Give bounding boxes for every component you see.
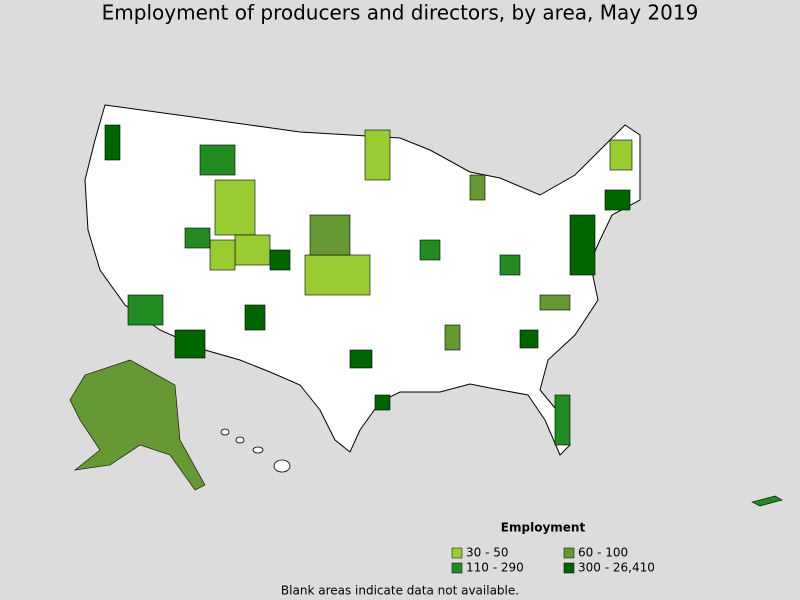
area-shape xyxy=(309,214,351,256)
legend-label: 110 - 290 xyxy=(466,561,524,575)
legend-swatch xyxy=(563,562,575,574)
area-shape xyxy=(444,324,461,351)
area-shape xyxy=(364,129,391,181)
area-shape xyxy=(244,304,266,331)
map-title: Employment of producers and directors, b… xyxy=(102,1,699,25)
area-shape xyxy=(199,144,236,176)
legend-swatch xyxy=(563,547,575,559)
area-shape xyxy=(499,254,521,276)
legend-label: 300 - 26,410 xyxy=(578,561,655,575)
legend-label: 30 - 50 xyxy=(466,546,509,560)
area-shape xyxy=(604,189,631,211)
area-shape xyxy=(419,239,441,261)
puerto-rico xyxy=(751,495,783,507)
area-shapes xyxy=(104,124,633,446)
hawaii xyxy=(220,428,291,473)
area-shape xyxy=(304,254,371,296)
area-shape xyxy=(519,329,539,349)
area-shape xyxy=(174,329,206,359)
legend: 30 - 50 60 - 100 110 - 290 300 - 26,410 xyxy=(451,546,655,575)
legend-label: 60 - 100 xyxy=(578,546,628,560)
area-shape xyxy=(234,234,271,266)
legend-title: Employment xyxy=(501,521,586,535)
area-shape xyxy=(469,174,486,201)
area-shape xyxy=(184,227,211,249)
area-shape xyxy=(269,249,291,271)
alaska xyxy=(69,359,206,491)
legend-swatch xyxy=(451,547,463,559)
area-shape xyxy=(104,124,121,161)
legend-swatch xyxy=(451,562,463,574)
area-shape xyxy=(214,179,256,236)
area-shape xyxy=(539,294,571,311)
area-shape xyxy=(127,294,164,326)
area-shape xyxy=(209,239,236,271)
area-shape xyxy=(554,394,571,446)
area-shape xyxy=(374,394,391,411)
area-shape xyxy=(569,214,596,276)
note: Blank areas indicate data not available. xyxy=(281,584,519,598)
area-shape xyxy=(349,349,373,369)
area-shape xyxy=(609,139,633,171)
